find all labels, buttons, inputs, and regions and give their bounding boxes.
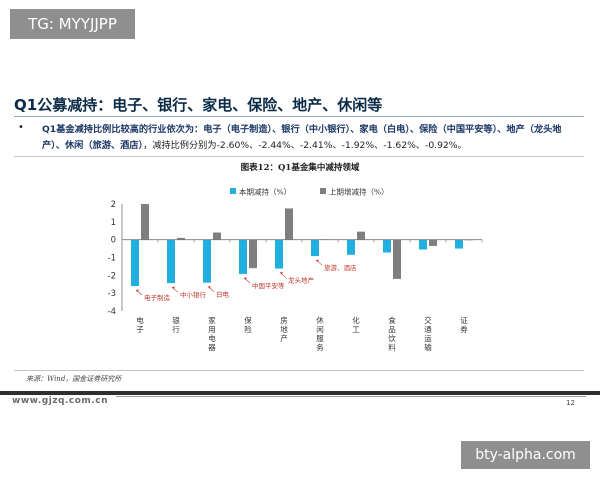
x-tick-label: 银行 — [172, 316, 180, 334]
footer-band — [0, 391, 600, 395]
annotation-arrowhead — [208, 286, 211, 289]
annotation-arrowhead — [172, 286, 175, 290]
channel-tag: TG: MYYJJPP — [10, 9, 135, 39]
y-tick-label: -3 — [108, 289, 116, 299]
x-tick-label: 证券 — [460, 316, 468, 334]
x-tick-label: 保险 — [244, 316, 252, 334]
bar-previous — [213, 232, 221, 240]
bar-current — [455, 239, 463, 249]
footer-line — [116, 396, 586, 397]
bar-previous — [285, 208, 293, 240]
y-tick-label: 1 — [111, 218, 116, 228]
bar-chart: 本期减持（%） 上期增减持（%） 2 1 0 -1 -2 -3 -4 电子 银行 家用电器 保险 房地产 休… — [108, 187, 483, 352]
bar-current — [275, 239, 283, 269]
bar-previous — [177, 237, 185, 240]
bar-current — [383, 239, 391, 253]
bar-current — [167, 239, 175, 284]
figure-title: 图表12：Q1基金集中减持领域 — [240, 163, 360, 173]
bar-current — [203, 239, 211, 283]
x-tick-label: 食品饮料 — [388, 315, 396, 352]
bar-current — [131, 239, 139, 287]
x-tick-label: 休闲服务 — [316, 315, 324, 352]
bar-previous — [357, 231, 365, 240]
bar-current — [419, 239, 427, 250]
annotation-arrowhead — [280, 272, 283, 275]
y-tick-label: 2 — [111, 200, 116, 210]
bullet-industries: 电子（电子制造）、银行（中小银行）、家电（白电）、保险（中国平安等）、地产（龙头… — [42, 124, 562, 151]
x-tick-label: 交通运输 — [424, 315, 432, 352]
annotation-label: 电子制造 — [144, 293, 171, 302]
x-tick-label: 房地产 — [280, 315, 288, 343]
annotation-label: 旅游、酒店 — [324, 263, 357, 272]
bar-previous — [141, 204, 149, 240]
legend-swatch-2 — [320, 188, 326, 194]
bullet-marker: • — [18, 122, 24, 133]
bar-previous — [393, 239, 401, 279]
x-tick-label: 电子 — [136, 315, 144, 334]
bullet-lead: Q1基金减持比例比较高的行业依次为： — [42, 124, 204, 135]
bullet-paragraph: Q1基金减持比例比较高的行业依次为：电子（电子制造）、银行（中小银行）、家电（白… — [42, 122, 582, 154]
bar-previous — [429, 239, 437, 246]
legend-label-2: 上期增减持（%） — [329, 187, 389, 197]
x-tick-label: 家用电器 — [208, 315, 216, 352]
annotation-arrowhead — [136, 289, 139, 293]
y-tick-label: -1 — [108, 254, 116, 264]
footer-website: www.gjzq.com.cn — [12, 396, 108, 406]
source-note: 来源：Wind，国金证券研究所 — [26, 375, 122, 383]
bar-previous — [249, 239, 257, 269]
figure-divider — [14, 156, 584, 157]
annotation-label: 中国平安等 — [252, 281, 285, 290]
y-tick-label: -2 — [108, 271, 116, 281]
y-tick-label: -4 — [108, 307, 116, 317]
annotation-label: 白电 — [216, 290, 230, 299]
bullet-tail: ，减持比例分别为-2.60%、-2.44%、-2.41%、-1.92%、-1.6… — [143, 140, 467, 151]
slide-title: Q1公募减持：电子、银行、家电、保险、地产、休闲等 — [14, 96, 383, 114]
legend-swatch-1 — [230, 188, 236, 194]
source-divider — [14, 370, 584, 371]
annotation-arrowhead — [316, 259, 319, 263]
annotation-label: 龙头地产 — [288, 276, 315, 285]
x-tick-label: 化工 — [352, 315, 360, 334]
y-tick-label: 0 — [111, 236, 116, 246]
page-number: 12 — [566, 399, 575, 407]
annotation-label: 中小银行 — [180, 290, 207, 299]
bar-current — [311, 239, 319, 257]
title-divider — [14, 116, 584, 117]
annotation-arrowhead — [244, 277, 247, 280]
watermark-badge: bty-alpha.com — [461, 441, 590, 469]
bar-current — [239, 239, 247, 274]
bar-current — [347, 239, 355, 255]
legend-label-1: 本期减持（%） — [239, 187, 291, 197]
